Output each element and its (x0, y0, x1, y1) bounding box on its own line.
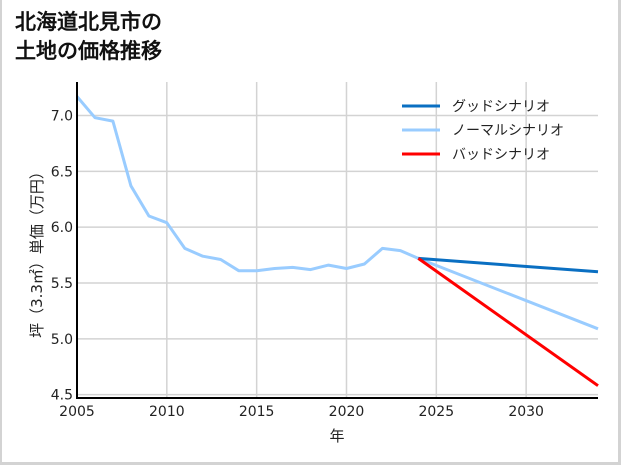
series-line (75, 95, 419, 273)
legend-label: グッドシナリオ (452, 99, 550, 115)
chart-title-line2: 土地の価格推移 (15, 39, 162, 63)
tick-labels: 2005 2010 2015 2020 2025 2030 4.5 5.0 5.5 6.0 6.5 7… (51, 108, 544, 420)
series-line (417, 257, 599, 331)
series-line (417, 257, 599, 387)
y-axis-label: 坪（3.3㎡）単価（万円） (28, 164, 46, 338)
y-tick-label: 5.5 (51, 276, 73, 292)
x-tick-label: 2015 (239, 404, 275, 420)
axes (76, 82, 598, 399)
legend-label: ノーマルシナリオ (452, 123, 564, 139)
y-tick-label: 6.5 (51, 164, 73, 180)
series-line (418, 256, 599, 274)
y-tick-label: 5.0 (51, 332, 73, 348)
x-axis-label: 年 (329, 427, 344, 445)
x-tick-label: 2020 (329, 404, 365, 420)
y-tick-label: 6.0 (51, 220, 73, 236)
y-tick-label: 7.0 (51, 108, 73, 124)
chart-title: 北海道北見市の 土地の価格推移 (15, 8, 162, 66)
data-lines (75, 95, 599, 387)
x-tick-label: 2030 (508, 404, 544, 420)
x-tick-label: 2025 (418, 404, 454, 420)
legend-label: バッドシナリオ (452, 147, 550, 163)
x-tick-label: 2010 (149, 404, 185, 420)
x-tick-label: 2005 (59, 404, 95, 420)
grid-lines (76, 82, 598, 398)
chart-title-line1: 北海道北見市の (15, 10, 162, 34)
y-tick-label: 4.5 (51, 388, 73, 404)
